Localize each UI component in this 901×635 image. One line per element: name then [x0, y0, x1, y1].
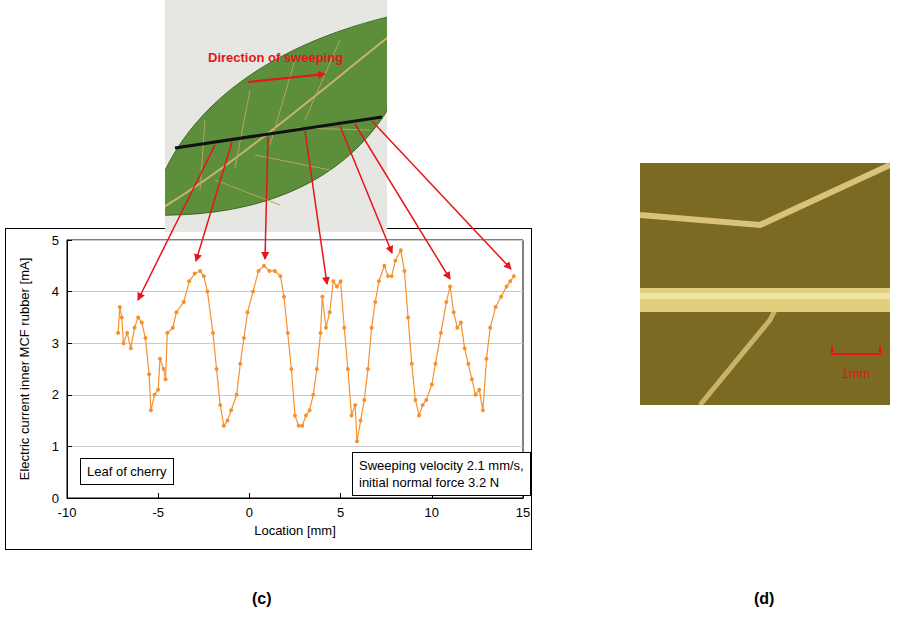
html-text:(d): (d): [754, 590, 775, 607]
svg-text:2: 2: [52, 387, 59, 402]
svg-text:5: 5: [337, 505, 344, 520]
html-text:Sweeping velocity 2.1 mm/s, in: Sweeping velocity 2.1 mm/s, initial norm…: [359, 458, 524, 490]
html-text:Leaf of cherry: Leaf of cherry: [87, 464, 167, 479]
svg-text:5: 5: [52, 233, 59, 248]
svg-text:Location [mm]: Location [mm]: [254, 523, 336, 538]
svg-text:1: 1: [52, 439, 59, 454]
svg-text:15: 15: [516, 505, 530, 520]
html-text:(c): (c): [252, 590, 272, 607]
svg-text:0: 0: [246, 505, 253, 520]
svg-text:4: 4: [52, 284, 59, 299]
svg-text:-10: -10: [58, 505, 77, 520]
svg-text:Direction of sweeping: Direction of sweeping: [208, 50, 343, 65]
svg-text:Electric current inner MCF rub: Electric current inner MCF rubber [mA]: [17, 258, 32, 481]
svg-text:3: 3: [52, 336, 59, 351]
svg-text:0: 0: [52, 491, 59, 506]
svg-text:1mm: 1mm: [842, 366, 871, 381]
svg-text:10: 10: [425, 505, 439, 520]
svg-text:-5: -5: [152, 505, 164, 520]
